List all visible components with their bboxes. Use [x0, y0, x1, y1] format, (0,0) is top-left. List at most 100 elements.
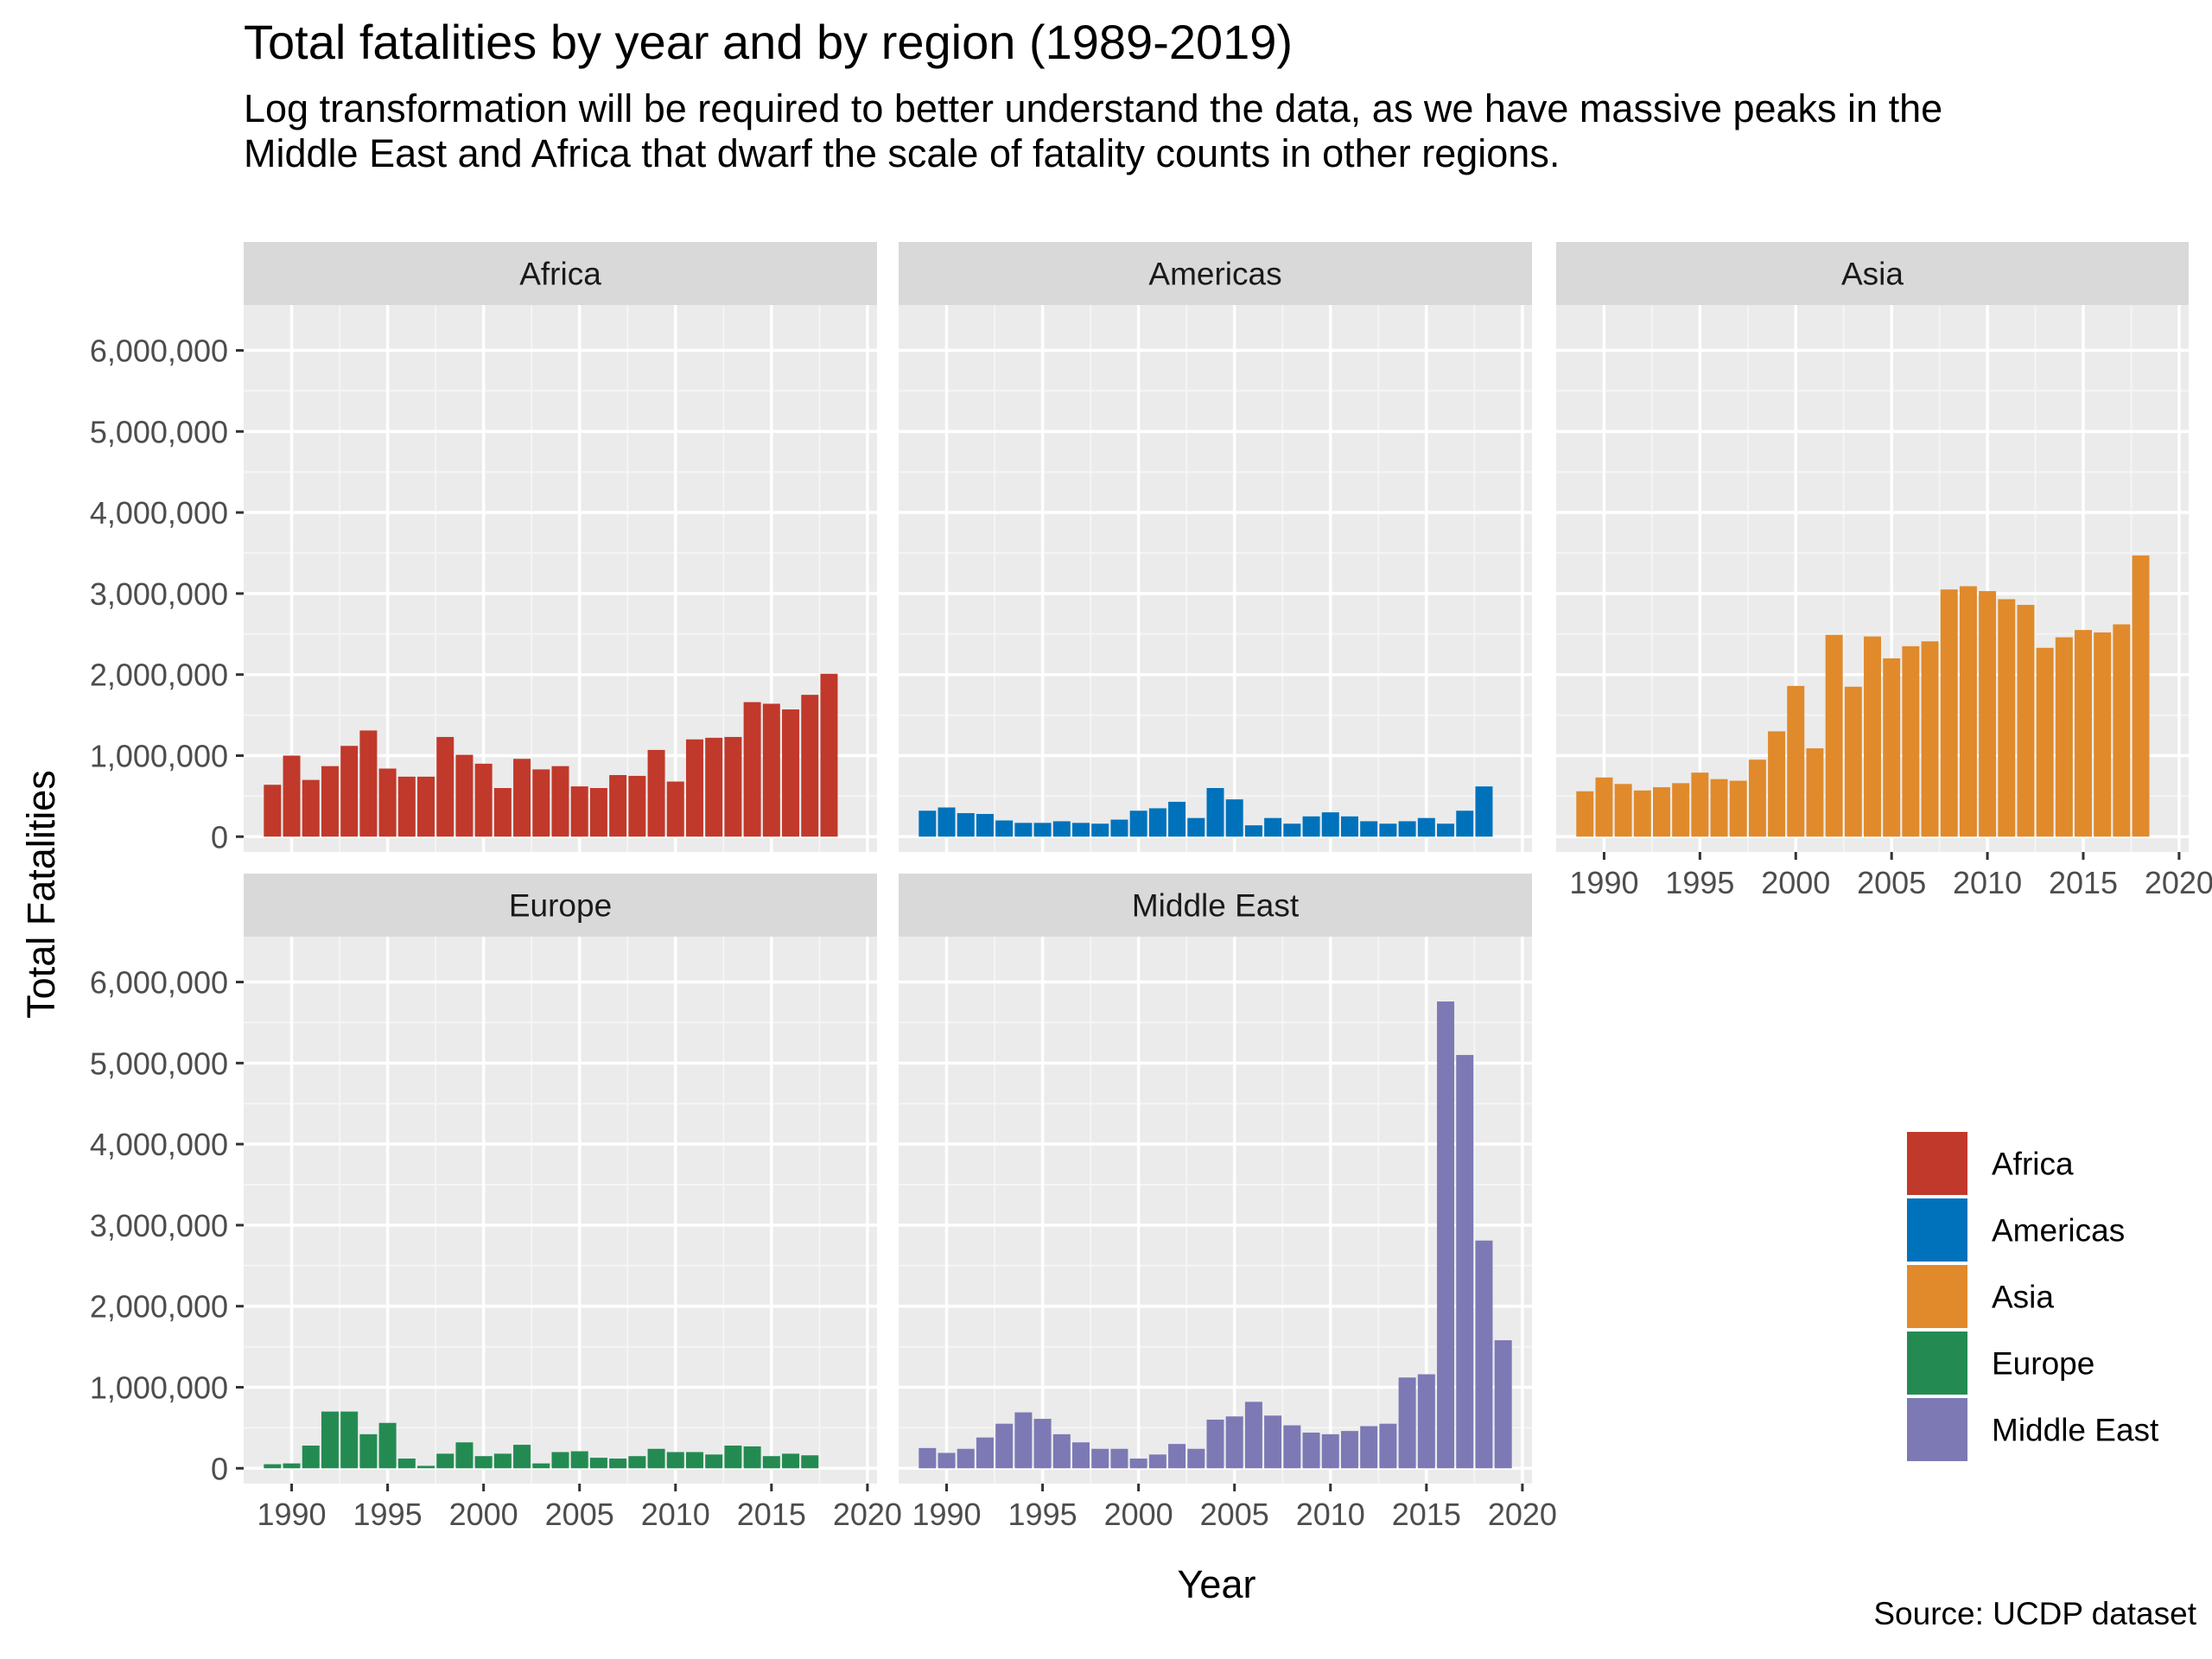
- x-tick-label: 2020: [833, 1497, 902, 1532]
- bar-africa-2004: [551, 766, 569, 837]
- bar-asia-1989: [1576, 791, 1594, 837]
- x-tick-label: 2015: [737, 1497, 806, 1532]
- bar-africa-1994: [359, 730, 378, 837]
- legend-key-africa: [1907, 1132, 1967, 1195]
- bar-asia-1992: [1633, 790, 1651, 837]
- y-tick-label: 0: [211, 1451, 228, 1486]
- panel-background: [899, 305, 1532, 852]
- panel-background: [244, 937, 877, 1484]
- bar-middle-east-2004: [1206, 1420, 1224, 1469]
- bar-asia-2004: [1864, 636, 1881, 837]
- bar-americas-2006: [1244, 825, 1262, 837]
- y-tick-label: 5,000,000: [90, 414, 228, 449]
- panel-middle-east: Middle East 1990 1995 2000 2005 2010 2015 2020: [899, 874, 1557, 1532]
- y-tick-label: 2,000,000: [90, 1289, 228, 1325]
- bar-europe-2007: [609, 1459, 627, 1469]
- strip-label-middle-east: Middle East: [1132, 888, 1300, 924]
- legend-label-asia: Asia: [1992, 1280, 2054, 1315]
- bar-asia-2016: [2094, 632, 2112, 837]
- y-tick-label: 2,000,000: [90, 658, 228, 693]
- bar-middle-east-2003: [1187, 1448, 1205, 1469]
- chart-subtitle: Log transformation will be required to b…: [244, 86, 1943, 175]
- x-tick-label: 2020: [2145, 865, 2212, 900]
- y-tick-label: 5,000,000: [90, 1046, 228, 1081]
- bar-americas-2011: [1340, 816, 1358, 837]
- x-tick-label: 2015: [1392, 1497, 1461, 1532]
- bar-africa-2013: [724, 736, 742, 837]
- bar-africa-2008: [628, 775, 646, 837]
- x-axis-label: Year: [1177, 1562, 1256, 1606]
- bar-africa-2005: [570, 786, 588, 837]
- x-tick-label: 2005: [1857, 865, 1926, 900]
- bar-europe-1997: [417, 1465, 435, 1469]
- bar-africa-2012: [705, 737, 723, 837]
- bar-africa-1997: [417, 776, 435, 837]
- bar-asia-2007: [1921, 641, 1939, 837]
- bar-asia-2001: [1806, 748, 1824, 837]
- bar-middle-east-1995: [1033, 1419, 1052, 1469]
- strip-africa: [244, 242, 877, 305]
- bar-europe-2011: [685, 1452, 703, 1469]
- bar-africa-2001: [493, 788, 512, 837]
- bar-americas-1995: [1033, 823, 1052, 837]
- bar-asia-2011: [1998, 599, 2016, 837]
- strip-asia: [1556, 242, 2189, 305]
- bar-europe-1989: [264, 1464, 282, 1469]
- source-caption: Source: UCDP dataset: [1873, 1596, 2196, 1631]
- panel-africa: Africa 0 1,000,000 2,000,000 3,000,000 4,000,…: [90, 242, 877, 855]
- x-tick-label: 2010: [641, 1497, 710, 1532]
- x-tick-label: 1990: [257, 1497, 326, 1532]
- strip-label-africa: Africa: [519, 257, 601, 292]
- bar-americas-1996: [1052, 821, 1071, 837]
- bar-asia-2002: [1825, 634, 1843, 837]
- bar-asia-2009: [1959, 586, 1977, 837]
- bar-middle-east-2001: [1148, 1454, 1166, 1469]
- y-tick-label: 4,000,000: [90, 495, 228, 531]
- bar-americas-1989: [918, 810, 937, 837]
- panel-americas: Americas: [899, 242, 1532, 852]
- legend-label-europe: Europe: [1992, 1346, 2094, 1382]
- y-tick-label: 4,000,000: [90, 1127, 228, 1162]
- bar-africa-1992: [321, 766, 339, 837]
- x-tick-label: 2015: [2049, 865, 2118, 900]
- bar-asia-2008: [1940, 589, 1958, 837]
- bar-africa-2007: [609, 774, 627, 837]
- bar-africa-2016: [782, 709, 800, 837]
- bar-europe-2006: [589, 1458, 607, 1469]
- bar-europe-2003: [532, 1463, 550, 1469]
- legend-key-americas: [1907, 1198, 1967, 1262]
- bar-europe-2014: [743, 1446, 761, 1469]
- bar-europe-2004: [551, 1452, 569, 1469]
- bar-europe-1999: [455, 1442, 474, 1469]
- bar-americas-2008: [1283, 823, 1301, 837]
- legend-key-asia: [1907, 1265, 1967, 1328]
- bar-middle-east-2009: [1302, 1433, 1320, 1469]
- y-tick-label: 1,000,000: [90, 738, 228, 773]
- legend-label-americas: Americas: [1992, 1213, 2125, 1249]
- y-tick-label: 3,000,000: [90, 576, 228, 612]
- bar-americas-1990: [938, 807, 956, 837]
- bar-asia-1990: [1595, 777, 1613, 837]
- bar-europe-2002: [513, 1445, 531, 1469]
- bar-africa-2014: [743, 702, 761, 837]
- legend-key-europe: [1907, 1332, 1967, 1395]
- bar-africa-2003: [532, 769, 550, 837]
- bar-asia-2003: [1844, 686, 1862, 837]
- bar-americas-2001: [1148, 808, 1166, 837]
- y-tick-label: 1,000,000: [90, 1370, 228, 1405]
- bar-asia-1991: [1614, 784, 1632, 837]
- bar-africa-2011: [685, 739, 703, 837]
- bar-middle-east-1998: [1091, 1448, 1109, 1469]
- x-tick-label: 2000: [1761, 865, 1830, 900]
- bar-asia-2014: [2055, 637, 2073, 837]
- bar-middle-east-1990: [938, 1452, 956, 1469]
- bar-americas-2009: [1302, 816, 1320, 837]
- y-tick-label: 0: [211, 819, 228, 855]
- bar-europe-1998: [436, 1453, 454, 1469]
- bar-europe-2015: [762, 1456, 780, 1469]
- bar-americas-1991: [957, 813, 975, 837]
- bar-asia-1993: [1653, 787, 1670, 837]
- strip-label-americas: Americas: [1148, 257, 1281, 292]
- bar-asia-2013: [2036, 647, 2054, 837]
- panel-europe: Europe 0 1,000,000 2,000,000 3,000,000 4,000,…: [90, 874, 902, 1532]
